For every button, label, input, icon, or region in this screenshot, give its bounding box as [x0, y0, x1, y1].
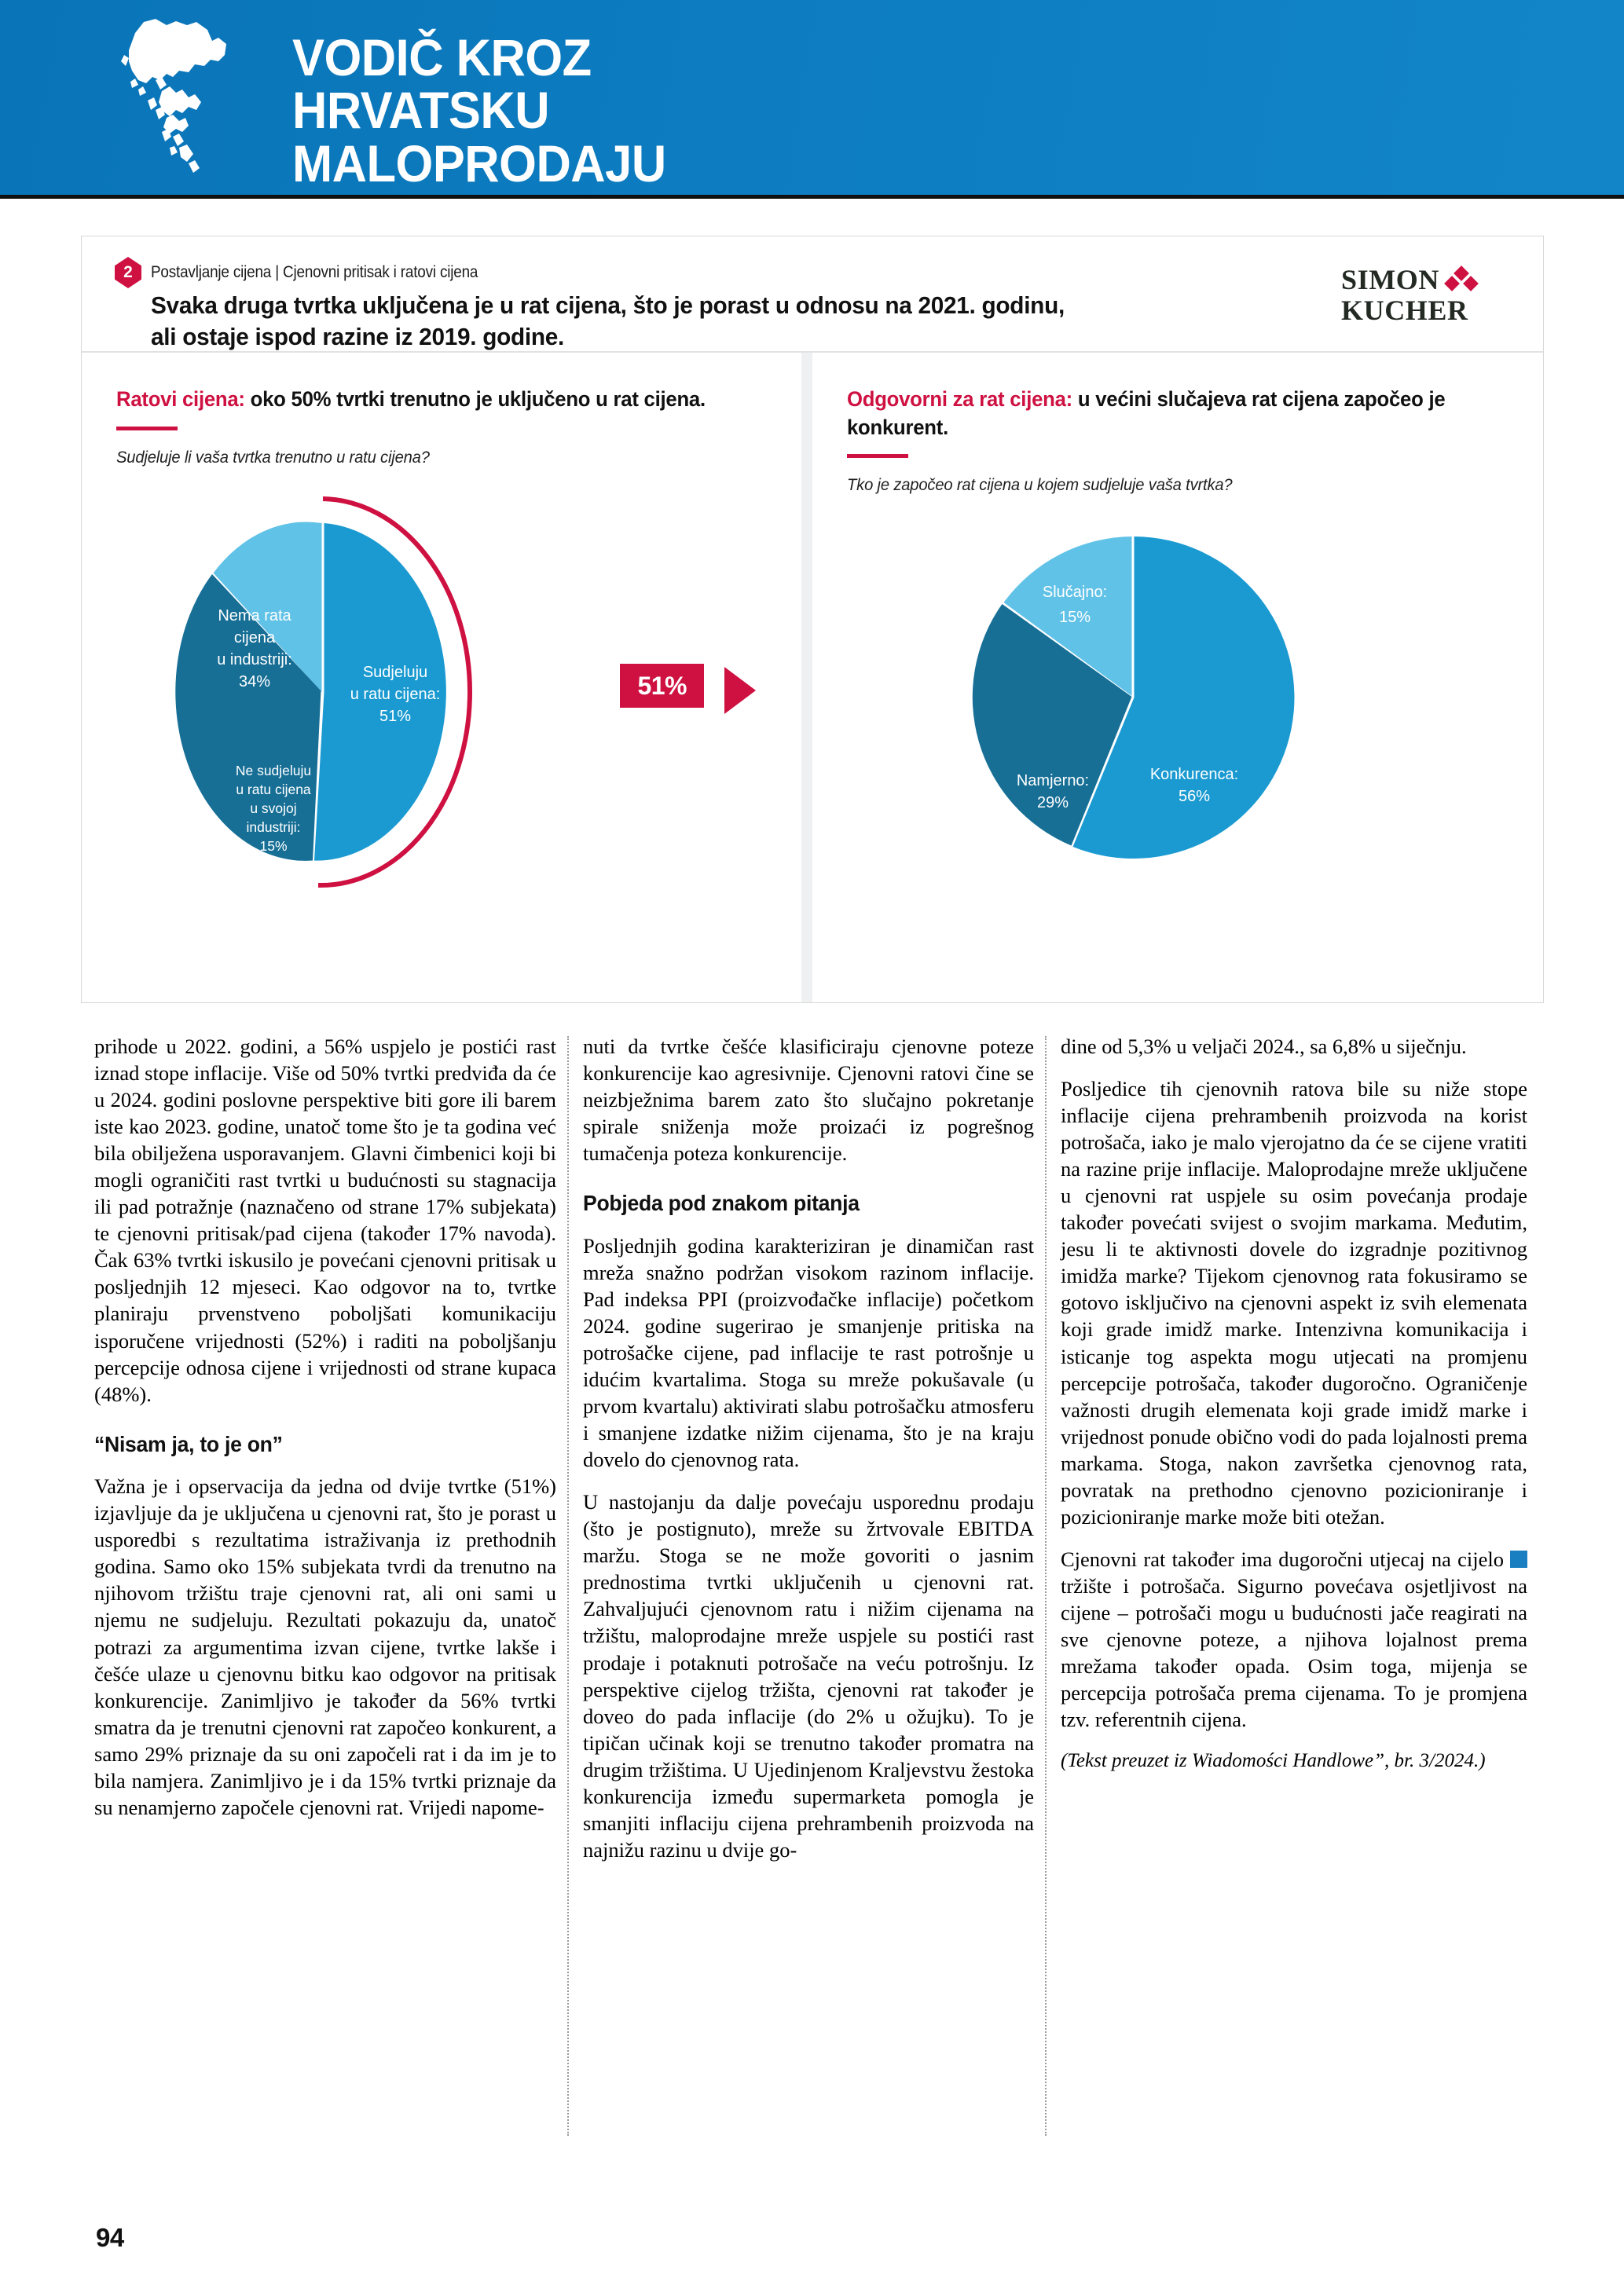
- diamonds-icon: [1444, 265, 1479, 292]
- emphasis-arc: [317, 496, 472, 888]
- chart-area-right: Konkurenca: 56% Namjerno: 29% Slučajno: …: [847, 506, 1509, 946]
- paragraph: U nastojanju da dalje povećaju usporednu…: [583, 1490, 1034, 1862]
- pie-label-nema-l3: u industriji:: [217, 651, 292, 668]
- article-column-3: dine od 5,3% u veljači 2024., sa 6,8% u …: [1050, 1033, 1527, 2184]
- masthead-title-line3: MALOPRODAJU: [292, 134, 666, 192]
- panel-left-heading-rest: oko 50% tvrtki trenutno je uključeno u r…: [244, 387, 706, 411]
- pie-label-nema-l2: cijena: [234, 629, 276, 646]
- panel-left-rule: [116, 426, 178, 430]
- arrow-right-icon: [724, 666, 756, 714]
- infographic-title-line1: Svaka druga tvrtka uključena je u rat ci…: [151, 291, 1065, 319]
- pie-slice-konkurenca[interactable]: [1072, 536, 1295, 859]
- pie-label-nesudjeluju-l3: u svojoj: [250, 800, 296, 816]
- pie-chart-price-wars: Sudjeluju u ratu cijena: 51% Nema rata c…: [138, 478, 547, 906]
- panel-left-heading: Ratovi cijena: oko 50% tvrtki trenutno j…: [116, 386, 747, 414]
- infographic-panels: Ratovi cijena: oko 50% tvrtki trenutno j…: [82, 353, 1543, 1002]
- pie-label-konkurenca-l2: 56%: [1179, 788, 1210, 805]
- article-body: prihode u 2022. godini, a 56% uspjelo je…: [94, 1033, 1535, 2184]
- infographic-header: 2 Postavljanje cijena | Cjenovni pritisa…: [82, 236, 1543, 353]
- panel-right-heading-rest: u većini slučajeva rat cijena započeo je…: [847, 387, 1446, 439]
- pie-slice-namjerno[interactable]: [972, 604, 1132, 846]
- end-of-article-mark: [1510, 1550, 1527, 1568]
- pie-chart-left-svg: Sudjeluju u ratu cijena: 51% Nema rata c…: [175, 496, 472, 888]
- column-divider: [567, 1036, 569, 2136]
- masthead-banner: VODIČ KROZ HRVATSKU MALOPRODAJU: [0, 0, 1624, 195]
- infographic-title-line2: ali ostaje ispod razine iz 2019. godine.: [151, 323, 564, 351]
- paragraph: prihode u 2022. godini, a 56% uspjelo je…: [94, 1034, 556, 1406]
- logo-line1: SIMON: [1341, 264, 1440, 295]
- paragraph: Posljedice tih cjenovnih ratova bile su …: [1061, 1077, 1527, 1529]
- masthead-title-line1: VODIČ KROZ: [292, 28, 592, 86]
- panel-who-started: Odgovorni za rat cijena: u većini slučaj…: [812, 353, 1543, 1002]
- paragraph-with-endmark: Cjenovni rat također ima dugoročni utjec…: [1061, 1546, 1527, 1733]
- panel-price-wars: Ratovi cijena: oko 50% tvrtki trenutno j…: [82, 353, 812, 1002]
- pie-chart-right-svg: Konkurenca: 56% Namjerno: 29% Slučajno: …: [972, 536, 1295, 859]
- pie-label-nesudjeluju-l2: u ratu cijena: [236, 782, 311, 797]
- masthead-inner: VODIČ KROZ HRVATSKU MALOPRODAJU: [94, 14, 695, 190]
- masthead-title-line2: HRVATSKU: [292, 81, 550, 140]
- chart-area-left: Sudjeluju u ratu cijena: 51% Nema rata c…: [116, 478, 767, 918]
- croatia-map-icon: [121, 19, 226, 173]
- panel-right-heading-highlight: Odgovorni za rat cijena:: [847, 387, 1072, 411]
- pie-slice-nema-rata[interactable]: [213, 521, 322, 692]
- section-number-badge: 2: [115, 257, 141, 288]
- paragraph-text: Cjenovni rat također ima dugoročni utjec…: [1061, 1547, 1527, 1732]
- page-number: 94: [96, 2223, 124, 2252]
- infographic-title: Svaka druga tvrtka uključena je u rat ci…: [151, 290, 1207, 353]
- paragraph: nuti da tvrtke češće klasificiraju cjeno…: [583, 1034, 1034, 1166]
- pie-label-nesudjeluju-l5: 15%: [259, 838, 287, 854]
- pie-label-slucajno-l1: Slučajno:: [1043, 584, 1107, 601]
- column-divider: [1045, 1036, 1047, 2136]
- infographic-kicker: Postavljanje cijena | Cjenovni pritisak …: [151, 263, 478, 281]
- article-subhead-pobjeda: Pobjeda pod znakom pitanja: [583, 1191, 860, 1216]
- panel-left-question: Sudjeluje li vaša tvrtka trenutno u ratu…: [116, 447, 430, 467]
- paragraph: Posljednjih godina karakteriziran je din…: [583, 1233, 1034, 1472]
- article-column-1: prihode u 2022. godini, a 56% uspjelo je…: [94, 1033, 572, 2184]
- pie-label-nesudjeluju-l4: industriji:: [246, 819, 300, 835]
- infographic-card: 2 Postavljanje cijena | Cjenovni pritisa…: [81, 236, 1544, 1003]
- infographic-kicker-row: 2 Postavljanje cijena | Cjenovni pritisa…: [115, 257, 515, 288]
- article-subhead-nisam-ja: “Nisam ja, to je on”: [94, 1431, 283, 1456]
- callout-badge-51: 51%: [620, 663, 704, 708]
- panel-right-heading: Odgovorni za rat cijena: u većini slučaj…: [847, 386, 1489, 441]
- pie-slice-ne-sudjeluju[interactable]: [175, 573, 321, 861]
- pie-label-konkurenca-l1: Konkurenca:: [1150, 766, 1238, 783]
- pie-label-nema-l4: 34%: [239, 673, 270, 690]
- pie-label-nema-l1: Nema rata: [218, 607, 291, 624]
- pie-label-nesudjeluju-l1: Ne sudjeluju: [236, 763, 311, 778]
- panel-right-rule: [847, 454, 908, 458]
- pie-label-namjerno-l1: Namjerno:: [1017, 772, 1089, 789]
- pie-label-namjerno-l2: 29%: [1037, 794, 1069, 811]
- pie-label-sudjeluju-l3: 51%: [379, 708, 411, 725]
- masthead-rule: [0, 195, 1624, 199]
- pie-label-sudjeluju-l2: u ratu cijena:: [350, 686, 441, 703]
- pie-label-sudjeluju-l1: Sudjeluju: [363, 664, 427, 681]
- panel-left-heading-highlight: Ratovi cijena:: [116, 387, 245, 411]
- logo-line2: KUCHER: [1341, 294, 1468, 326]
- article-column-2: nuti da tvrtke češće klasificiraju cjeno…: [572, 1033, 1050, 2184]
- masthead-title: VODIČ KROZ HRVATSKU MALOPRODAJU: [292, 31, 666, 190]
- pie-label-slucajno-l2: 15%: [1059, 609, 1091, 626]
- pie-slice-sudjeluju[interactable]: [314, 522, 446, 861]
- article-source-note: (Tekst preuzet iz Wiadomości Handlowe”, …: [1061, 1750, 1486, 1772]
- paragraph: dine od 5,3% u veljači 2024., sa 6,8% u …: [1061, 1034, 1467, 1058]
- pie-chart-who-started: Konkurenca: 56% Namjerno: 29% Slučajno: …: [959, 512, 1312, 881]
- paragraph: Važna je i opservacija da jedna od dvije…: [94, 1474, 556, 1819]
- panel-right-question: Tko je započeo rat cijena u kojem sudjel…: [847, 475, 1233, 494]
- pie-slice-slucajno[interactable]: [1003, 536, 1132, 696]
- simon-kucher-logo: SIMON KUCHER: [1341, 265, 1502, 326]
